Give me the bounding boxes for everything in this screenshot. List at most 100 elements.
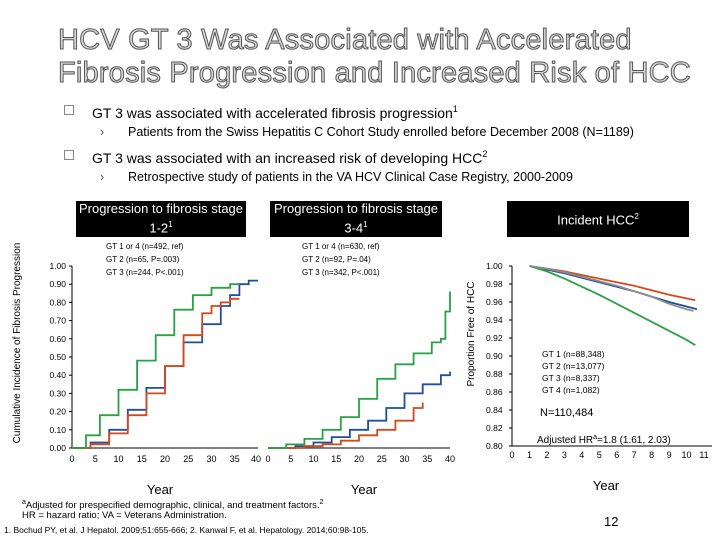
chart-1-y-tick-label: 0.60 xyxy=(49,334,66,344)
chart-3-legend-4: GT 4 (n=1,082) xyxy=(542,385,600,395)
chart-1-y-tick-label: 0.70 xyxy=(49,316,66,326)
bullet-box-icon xyxy=(64,105,74,115)
slide-title: HCV GT 3 Was Associated with Accelerated… xyxy=(58,24,692,90)
chart-1-x-tick-label: 5 xyxy=(93,454,98,464)
bullet-box-icon xyxy=(64,150,74,160)
chart-2-legend-1: GT 1 or 4 (n=630, ref) xyxy=(302,242,380,251)
bullet-1-text: GT 3 was associated with accelerated fib… xyxy=(92,104,453,121)
chart-3-ylabel: Proportion Free of HCC xyxy=(466,281,477,386)
chart-3-legend-2: GT 2 (n=13,077) xyxy=(542,361,605,371)
chart-2-header-text: Progression to fibrosis stage 3-4 xyxy=(273,201,439,236)
chart-1-legend-3: GT 3 (n=244, P<.001) xyxy=(106,268,184,277)
chart-3-x-tick-label: 10 xyxy=(682,450,692,460)
hr-label: Adjusted HR xyxy=(537,435,593,446)
chart-2-x-tick-label: 10 xyxy=(308,454,318,464)
chart-1-y-tick-label: 0.90 xyxy=(49,279,66,289)
chart-3-x-tick-label: 11 xyxy=(699,450,708,460)
chart-1-legend-2: GT 2 (n=65, P=.003) xyxy=(106,255,180,264)
chart-3-y-tick-label: 0.82 xyxy=(486,423,503,433)
chart-3-y-tick-label: 0.96 xyxy=(486,297,503,307)
chart-2-x-tick-label: 30 xyxy=(399,454,409,464)
chart-2-legend-2: GT 2 (n=92, P=.04) xyxy=(302,255,371,264)
chart-1-x-tick-label: 30 xyxy=(206,454,216,464)
chart-1-y-tick-label: 0.10 xyxy=(49,425,66,435)
chart-3-legend-1: GT 1 (n=88,348) xyxy=(542,349,605,359)
chart-3-x-tick-label: 1 xyxy=(527,450,532,460)
chart-1-legend: GT 1 or 4 (n=492, ref) GT 2 (n=65, P=.00… xyxy=(106,242,184,277)
hr-sup: a xyxy=(593,434,597,441)
chart-1-x-tick-label: 35 xyxy=(230,454,240,464)
footnote-1-sup: a xyxy=(22,499,26,506)
chart-3-y-tick-label: 0.98 xyxy=(486,279,503,289)
chevron-right-icon: › xyxy=(100,170,105,184)
chart-1-ylabel: Cumulative Incidence of Fibrosis Progres… xyxy=(12,243,23,444)
chart-3-header: Incident HCC2 xyxy=(507,201,689,237)
chart-1-header: Progression to fibrosis stage 1-21 xyxy=(76,201,246,237)
footnote-1-text: Adjusted for prespecified demographic, c… xyxy=(25,500,320,512)
chart-1-header-ref: 1 xyxy=(168,220,173,230)
chart-3-legend: GT 1 (n=88,348) GT 2 (n=13,077) GT 3 (n=… xyxy=(542,349,605,395)
footnote-1-ref: 2 xyxy=(319,499,324,506)
chart-1-ylabel-text: Cumulative Incidence of Fibrosis Progres… xyxy=(12,243,23,444)
chart-1-xlabel: Year xyxy=(147,482,174,497)
chart-2-x-tick-label: 0 xyxy=(265,454,270,464)
chart-3-n-annotation: N=110,484 xyxy=(540,407,593,419)
chart-1-y-tick-label: 0.50 xyxy=(49,352,66,362)
chart-1-x-tick-label: 40 xyxy=(251,454,261,464)
chart-3-series-gt-4 xyxy=(529,265,694,312)
tick-labels: 0 5 10 15 20 25 30 35 400.000.100.200.300.400.50… xyxy=(49,261,708,464)
footnote-3: 1. Bochud PY, et al. J Hepatol. 2009;51:… xyxy=(4,525,369,535)
chart-2-xlabel: Year xyxy=(351,482,378,497)
chart-2-legend-3: GT 3 (n=342, P<.001) xyxy=(302,268,380,277)
chart-3-x-tick-label: 5 xyxy=(597,450,602,460)
chart-3-y-tick-label: 0.94 xyxy=(486,315,503,325)
series-lines xyxy=(72,265,698,449)
chart-1-legend-1: GT 1 or 4 (n=492, ref) xyxy=(106,242,184,251)
chart-3-x-tick-label: 0 xyxy=(509,450,514,460)
chart-1-x-tick-label: 10 xyxy=(113,454,123,464)
chart-3-y-tick-label: 0.90 xyxy=(486,351,503,361)
chart-1-x-tick-label: 15 xyxy=(137,454,147,464)
chart-3-header-ref: 2 xyxy=(634,212,639,222)
chart-3-y-tick-label: 1.00 xyxy=(486,261,503,271)
chart-3-x-tick-label: 2 xyxy=(544,450,549,460)
chart-1-header-text: Progression to fibrosis stage 1-2 xyxy=(78,201,244,236)
chart-3-x-tick-label: 7 xyxy=(632,450,637,460)
chart-2-header: Progression to fibrosis stage 3-41 xyxy=(270,201,442,237)
chart-1-series-gt-3 xyxy=(72,283,240,449)
chart-1-y-tick-label: 0.00 xyxy=(49,443,66,453)
chart-3-y-tick-label: 0.84 xyxy=(486,405,503,415)
footnote-2: HR = hazard ratio; VA = Veterans Adminis… xyxy=(22,510,227,521)
chart-1-y-tick-label: 0.30 xyxy=(49,388,66,398)
chart-3-y-tick-label: 0.80 xyxy=(486,441,503,451)
chart-1-y-tick-label: 1.00 xyxy=(49,261,66,271)
chart-1-x-tick-label: 20 xyxy=(160,454,170,464)
chart-2-header-ref: 1 xyxy=(363,220,368,230)
chart-3-legend-3: GT 3 (n=8,337) xyxy=(542,373,600,383)
bullet-2-text: GT 3 was associated with an increased ri… xyxy=(92,149,483,166)
sub-bullet-2-text: Retrospective study of patients in the V… xyxy=(128,170,573,184)
chart-3-y-tick-label: 0.92 xyxy=(486,333,503,343)
chart-2-x-tick-label: 25 xyxy=(377,454,387,464)
sub-bullet-1: › Patients from the Swiss Hepatitis C Co… xyxy=(100,125,634,139)
chart-1-x-tick-label: 0 xyxy=(69,454,74,464)
sub-bullet-1-text: Patients from the Swiss Hepatitis C Coho… xyxy=(128,125,634,139)
chart-3-x-tick-label: 3 xyxy=(562,450,567,460)
chart-3-xlabel: Year xyxy=(593,478,620,493)
footnote-1: aAdjusted for prespecified demographic, … xyxy=(22,497,323,512)
chart-2-series-gt-2 xyxy=(268,402,424,449)
chart-1-x-tick-label: 25 xyxy=(183,454,193,464)
chevron-right-icon: › xyxy=(100,125,105,139)
chart-3-y-tick-label: 0.88 xyxy=(486,369,503,379)
hr-value: =1.8 (1.61, 2.03) xyxy=(597,435,671,446)
chart-3-x-tick-label: 9 xyxy=(667,450,672,460)
chart-2-x-tick-label: 35 xyxy=(422,454,432,464)
sub-bullet-2: › Retrospective study of patients in the… xyxy=(100,170,573,184)
chart-3-x-tick-label: 4 xyxy=(579,450,584,460)
chart-2-series-gt-3 xyxy=(268,291,451,449)
chart-2-x-tick-label: 5 xyxy=(288,454,293,464)
bullet-2: GT 3 was associated with an increased ri… xyxy=(64,149,487,166)
bullet-1-ref: 1 xyxy=(452,104,458,114)
chart-2-x-tick-label: 40 xyxy=(445,454,455,464)
